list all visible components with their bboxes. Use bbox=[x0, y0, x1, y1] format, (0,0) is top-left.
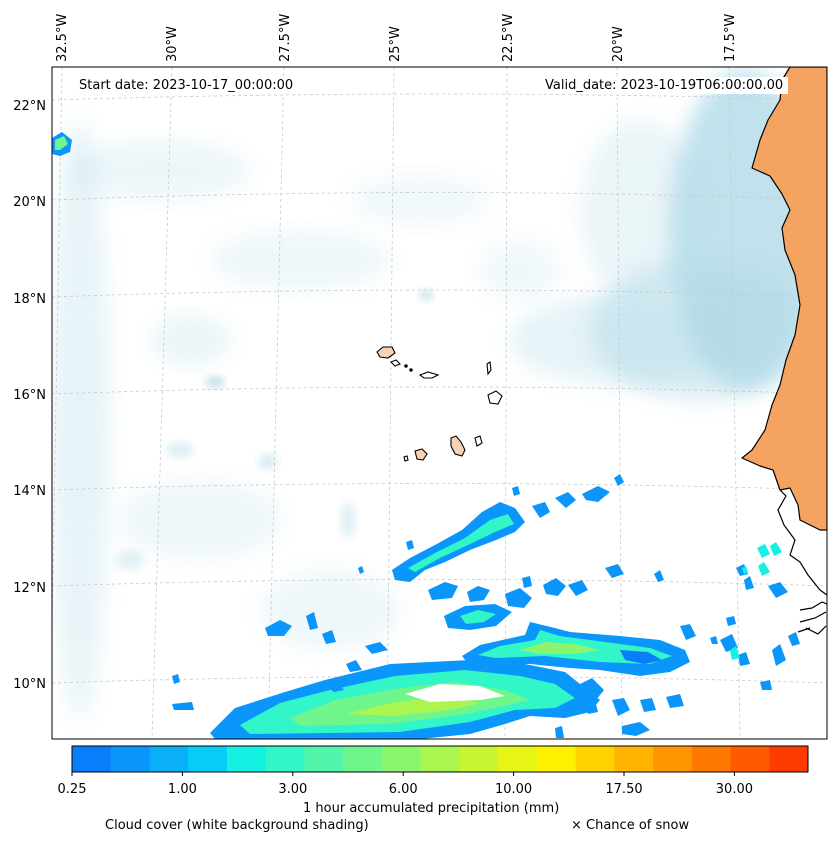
colorbar-frame bbox=[71, 745, 809, 773]
island-fogo bbox=[414, 448, 428, 461]
islet-raso bbox=[409, 368, 413, 372]
island-sal bbox=[486, 361, 492, 376]
colorbar-title: 1 hour accumulated precipitation (mm) bbox=[303, 801, 560, 816]
precipitation-layer bbox=[52, 132, 800, 739]
lon-label: 32.5°W bbox=[55, 14, 70, 62]
precip-band-main bbox=[210, 660, 600, 739]
lat-label: 10°N bbox=[13, 677, 46, 692]
islet-santa-luzia bbox=[404, 364, 408, 368]
colorbar-cells bbox=[72, 746, 809, 772]
lon-label: 20°W bbox=[611, 26, 626, 62]
lon-label: 25°W bbox=[388, 26, 403, 62]
colorbar-cell bbox=[769, 746, 809, 772]
island-brava bbox=[403, 455, 409, 462]
colorbar-cell bbox=[343, 746, 383, 772]
map-frame bbox=[51, 66, 828, 740]
lon-label: 30°W bbox=[165, 26, 180, 62]
lat-label: 22°N bbox=[13, 99, 46, 114]
island-santo-antao bbox=[376, 346, 396, 359]
africa-landmass bbox=[741, 67, 827, 531]
lat-label: 16°N bbox=[13, 388, 46, 403]
graticule bbox=[52, 67, 827, 739]
cloud-cover-legend: Cloud cover (white background shading) bbox=[105, 818, 369, 833]
island-sao-vicente bbox=[390, 359, 401, 367]
start-date-label: Start date: 2023-10-17_00:00:00 bbox=[74, 77, 299, 94]
cape-verde-islands bbox=[376, 346, 503, 462]
lat-label: 12°N bbox=[13, 581, 46, 596]
colorbar-cell bbox=[653, 746, 693, 772]
lat-label: 20°N bbox=[13, 195, 46, 210]
longitude-axis: 32.5°W 30°W 27.5°W 25°W 22.5°W 20°W 17.5… bbox=[55, 14, 738, 62]
colorbar-cell bbox=[730, 746, 770, 772]
colorbar-cell bbox=[304, 746, 344, 772]
island-maio bbox=[474, 435, 483, 447]
colorbar-cell bbox=[226, 746, 267, 772]
colorbar-cell bbox=[498, 746, 538, 772]
island-boa-vista bbox=[487, 390, 503, 405]
island-sao-nicolau bbox=[418, 371, 440, 379]
colorbar-tick-label: 17.50 bbox=[605, 782, 642, 797]
precip-band-north bbox=[392, 502, 525, 582]
precip-cells-mid bbox=[172, 474, 800, 738]
latitude-axis: 22°N 20°N 18°N 16°N 14°N 12°N 10°N bbox=[13, 99, 46, 692]
colorbar: 0.25 1.00 3.00 6.00 10.00 17.50 30.00 bbox=[58, 745, 809, 797]
senegambia-coast bbox=[777, 489, 827, 596]
colorbar-cell bbox=[614, 746, 654, 772]
colorbar-cell bbox=[575, 746, 615, 772]
valid-date-label: Valid_date: 2023-10-19T06:00:00.00 bbox=[540, 77, 789, 94]
guinea-bissau-coast bbox=[797, 601, 827, 635]
lat-label: 18°N bbox=[13, 292, 46, 307]
lon-label: 22.5°W bbox=[501, 14, 516, 62]
colorbar-cell bbox=[536, 746, 577, 772]
colorbar-cell bbox=[110, 746, 150, 772]
lat-label: 14°N bbox=[13, 484, 46, 499]
colorbar-cell bbox=[149, 746, 189, 772]
colorbar-tick-label: 0.25 bbox=[58, 782, 87, 797]
island-santiago bbox=[450, 435, 466, 457]
colorbar-cell bbox=[265, 746, 305, 772]
colorbar-cell bbox=[381, 746, 422, 772]
lon-label: 27.5°W bbox=[278, 14, 293, 62]
colorbar-cell bbox=[691, 746, 732, 772]
precip-band-east bbox=[462, 622, 690, 676]
lon-label: 17.5°W bbox=[723, 14, 738, 62]
colorbar-ticks bbox=[71, 772, 735, 776]
colorbar-tick-label: 6.00 bbox=[389, 782, 418, 797]
cloud-cover-layer bbox=[52, 70, 820, 720]
colorbar-tick-label: 10.00 bbox=[495, 782, 532, 797]
colorbar-cell bbox=[188, 746, 228, 772]
colorbar-tick-label: 3.00 bbox=[278, 782, 307, 797]
colorbar-cell bbox=[72, 746, 112, 772]
colorbar-tick-label: 30.00 bbox=[716, 782, 753, 797]
precip-cells-light bbox=[52, 132, 782, 660]
snow-legend: × Chance of snow bbox=[571, 818, 690, 833]
colorbar-tick-label: 1.00 bbox=[168, 782, 197, 797]
colorbar-cell bbox=[420, 746, 460, 772]
colorbar-cell bbox=[459, 746, 499, 772]
